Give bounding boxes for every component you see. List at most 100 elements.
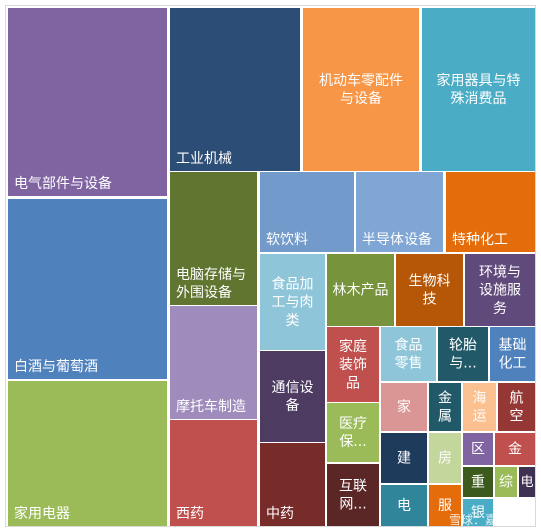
treemap-tile-rect xyxy=(327,327,379,402)
treemap-tile-rect xyxy=(170,306,257,419)
treemap-tile-rect xyxy=(422,8,535,171)
treemap-tile: 中药 xyxy=(260,443,325,526)
treemap-tile-label: 电 xyxy=(397,498,411,514)
treemap-tile-rect xyxy=(381,433,427,483)
treemap-tile-label: 家用电器 xyxy=(14,505,70,522)
treemap-tile-rect xyxy=(8,8,167,196)
treemap-tile-label: 食品零售 xyxy=(395,336,423,371)
treemap-tile-rect xyxy=(429,485,461,526)
treemap-tile-rect xyxy=(260,351,325,442)
treemap-tile: 金属 xyxy=(429,383,461,431)
treemap-tile-label: 环境与设施服务 xyxy=(479,264,521,316)
treemap-tile-label: 软饮料 xyxy=(266,232,308,248)
treemap-tile-label: 工业机械 xyxy=(176,151,232,167)
treemap-tile: 海运 xyxy=(463,383,496,431)
treemap-tile-rect xyxy=(495,433,535,465)
treemap-tile-label: 金 xyxy=(508,442,522,458)
treemap-tile: 西药 xyxy=(170,420,257,526)
treemap-tile: 特种化工 xyxy=(446,172,535,252)
treemap-tile-rect xyxy=(490,327,535,381)
treemap-tile: 房 xyxy=(429,433,461,483)
treemap-tile-rect xyxy=(495,467,517,497)
treemap-tile-rect xyxy=(327,254,394,326)
treemap-tile: 摩托车制造 xyxy=(170,306,257,419)
treemap-tile-rect xyxy=(327,403,379,462)
treemap-tile-rect xyxy=(356,172,443,252)
treemap-tile-label: 互联网... xyxy=(339,478,367,512)
treemap-tile: 银 xyxy=(463,499,493,526)
treemap-tile-label: 半导体设备 xyxy=(362,231,432,248)
treemap-tile-label: 白酒与葡萄酒 xyxy=(14,359,98,375)
treemap-tile-rect xyxy=(463,383,496,431)
treemap-tile-label: 中药 xyxy=(266,506,294,522)
treemap-tile: 电气部件与设备 xyxy=(8,8,167,196)
treemap-tile-rect xyxy=(381,485,427,526)
treemap-tile-label: 家 xyxy=(397,399,411,416)
treemap-tile: 环境与设施服务 xyxy=(465,254,535,326)
treemap-tile-rect xyxy=(260,254,325,350)
treemap-tile-label: 特种化工 xyxy=(452,232,508,248)
treemap-tile: 综 xyxy=(495,467,517,497)
treemap-tile-label: 综 xyxy=(499,475,513,491)
treemap-tile-rect xyxy=(381,383,427,431)
treemap-tile-rect xyxy=(519,467,535,497)
treemap-tile-label: 银 xyxy=(471,505,485,521)
treemap-tile-label: 区 xyxy=(471,442,485,458)
treemap-tile-label: 摩托车制造 xyxy=(176,398,246,415)
treemap-tile-label: 服 xyxy=(438,498,452,514)
treemap-tile: 家 xyxy=(381,383,427,431)
treemap-tile-rect xyxy=(463,433,493,465)
treemap-tile-rect xyxy=(396,254,463,326)
treemap-tile-rect xyxy=(260,172,354,252)
treemap-tile-label: 轮胎与... xyxy=(449,337,477,371)
treemap-tile-rect xyxy=(463,499,493,526)
treemap-tile-label: 食品加工与肉类 xyxy=(272,275,314,328)
treemap-tile: 家庭装饰品 xyxy=(327,327,379,402)
treemap-tile-label: 生物科技 xyxy=(409,273,451,307)
treemap-tile: 轮胎与... xyxy=(438,327,488,381)
treemap-tile-label: 房 xyxy=(438,451,452,467)
treemap-tile: 白酒与葡萄酒 xyxy=(8,199,167,379)
treemap-tile: 航空 xyxy=(498,383,535,431)
treemap-tile-rect xyxy=(170,172,257,305)
treemap-tile-rect xyxy=(498,383,535,431)
treemap-tile-label: 西药 xyxy=(176,506,204,522)
treemap-tile: 生物科技 xyxy=(396,254,463,326)
treemap-tile-label: 电 xyxy=(520,475,533,490)
treemap-tile-rect xyxy=(170,8,300,171)
treemap-tile: 软饮料 xyxy=(260,172,354,252)
treemap-tile: 食品加工与肉类 xyxy=(260,254,325,350)
treemap-tile-label: 金属 xyxy=(438,390,452,424)
treemap-tile-rect xyxy=(446,172,535,252)
treemap-tile-label: 机动车零配件与设备 xyxy=(319,72,403,107)
treemap-tile-label: 基础化工 xyxy=(499,336,527,371)
treemap-tile-label: 林木产品 xyxy=(333,283,389,299)
treemap-tile-rect xyxy=(438,327,488,381)
treemap-tile: 半导体设备 xyxy=(356,172,443,252)
treemap-tile-rect xyxy=(429,383,461,431)
treemap-tile-label: 通信设备 xyxy=(272,380,314,414)
treemap-tile-rect xyxy=(8,199,167,379)
treemap-tile: 基础化工 xyxy=(490,327,535,381)
treemap-tile: 建 xyxy=(381,433,427,483)
treemap-tile-label: 电脑存储与外围设备 xyxy=(176,267,246,301)
treemap-tile-label: 海运 xyxy=(473,390,487,424)
treemap-tile: 电脑存储与外围设备 xyxy=(170,172,257,305)
watermark: 雪球：嘉腾投资 xyxy=(448,513,533,527)
treemap-tile: 电 xyxy=(519,467,535,497)
treemap-tile: 互联网... xyxy=(327,464,379,526)
treemap-tile-rect xyxy=(465,254,535,326)
treemap-tile-label: 重 xyxy=(471,475,485,491)
treemap-tile: 医疗保... xyxy=(327,403,379,462)
treemap-tile: 机动车零配件与设备 xyxy=(303,8,419,171)
treemap-tile-label: 建 xyxy=(397,451,411,467)
treemap-tile-label: 电气部件与设备 xyxy=(14,175,112,192)
treemap-tile-label: 医疗保... xyxy=(339,416,367,450)
treemap-tile-rect xyxy=(170,420,257,526)
treemap-tile-label: 航空 xyxy=(510,390,524,424)
treemap-tile-rect xyxy=(381,327,436,381)
treemap-tile-rect xyxy=(327,464,379,526)
treemap-tile: 服 xyxy=(429,485,461,526)
treemap-tile-rect xyxy=(429,433,461,483)
treemap-tile: 重 xyxy=(463,467,493,497)
